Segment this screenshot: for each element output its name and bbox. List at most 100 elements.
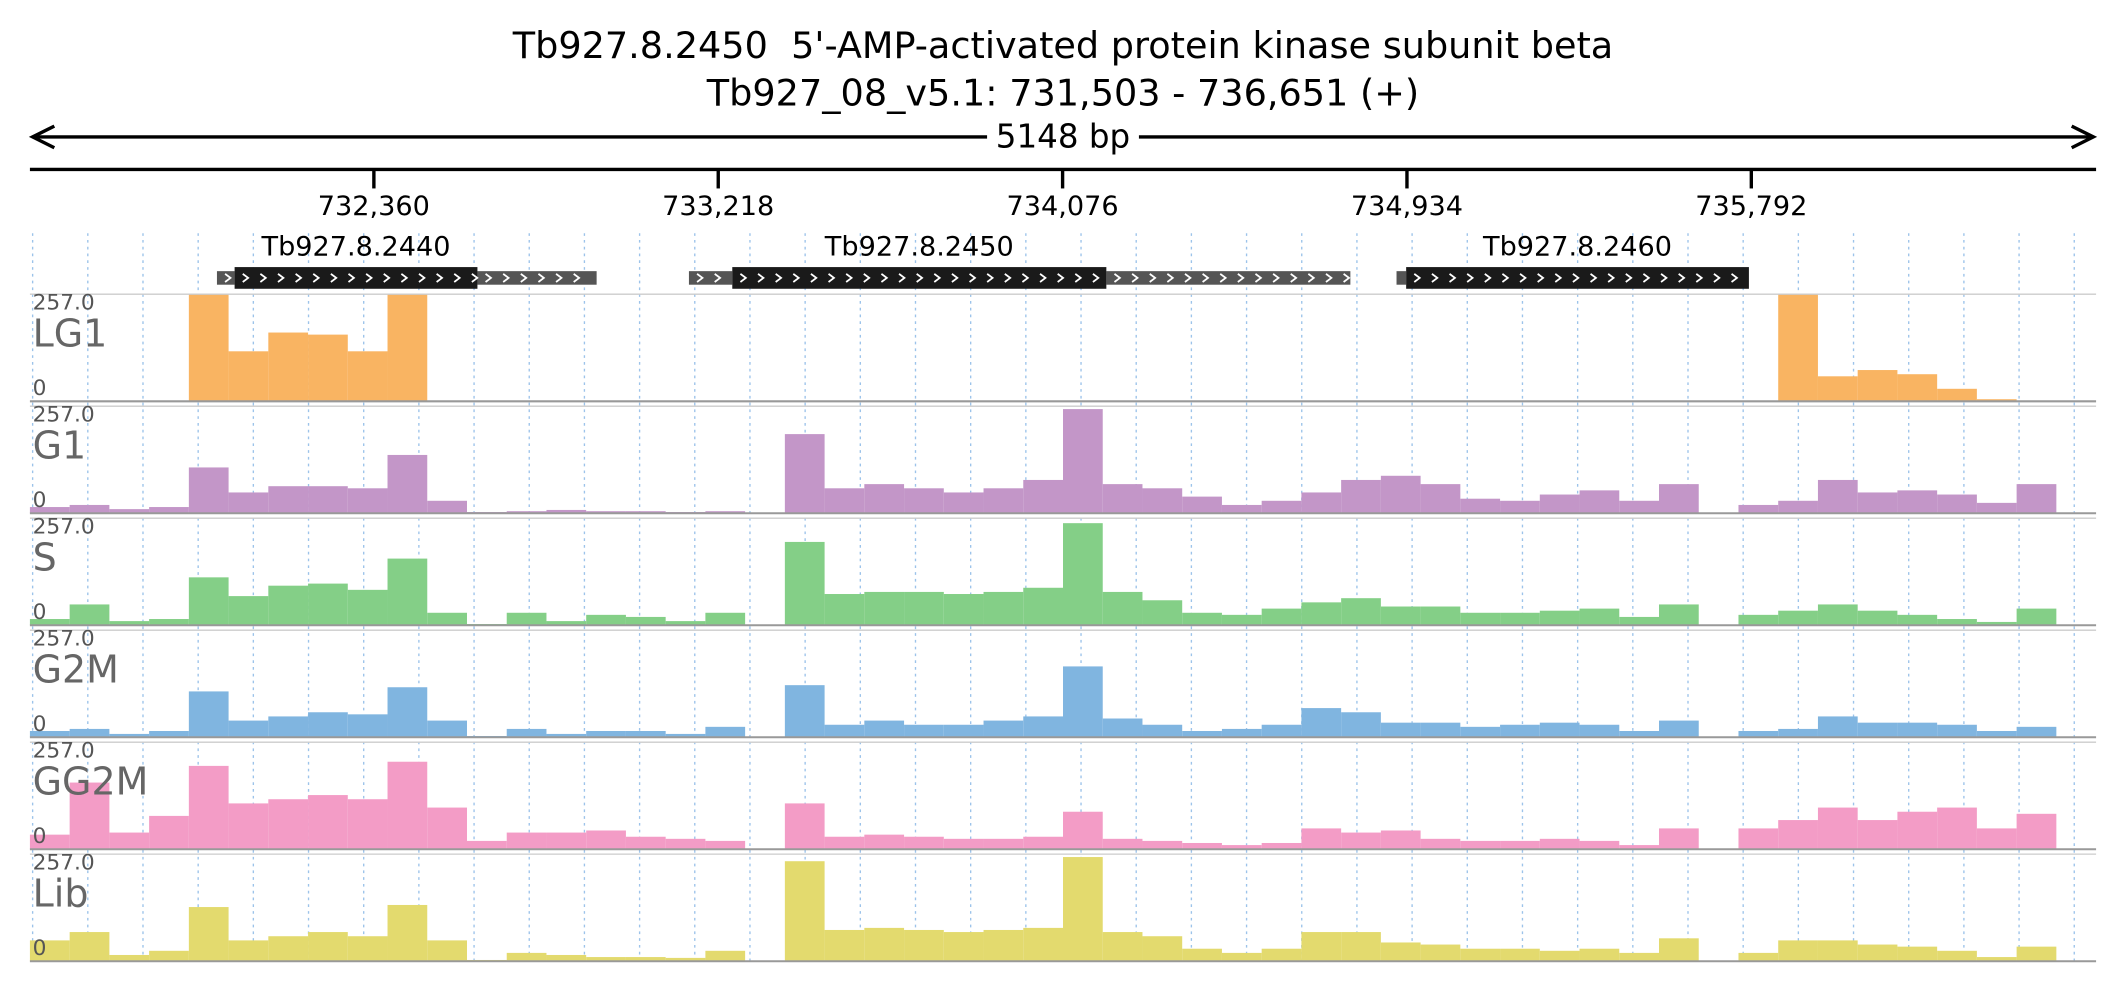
chevron	[714, 273, 722, 283]
coverage-bar	[1023, 927, 1063, 962]
coverage-bar	[546, 733, 587, 738]
coverage-bar	[546, 832, 587, 850]
chevron	[1272, 273, 1280, 283]
coverage-bar	[1619, 845, 1660, 850]
coverage-bar	[1063, 666, 1103, 738]
coverage-bar	[705, 726, 746, 738]
coverage-bar	[228, 492, 269, 514]
coverage-bar	[1380, 475, 1421, 514]
coverage-bar	[1659, 720, 1699, 738]
coverage-track: 257.0 0 G2M	[29, 627, 2097, 739]
coverage-bar	[1301, 828, 1342, 850]
coverage-bar	[387, 294, 428, 402]
coverage-bar	[1857, 820, 1898, 850]
track-name: G2M	[33, 648, 119, 692]
coverage-bar	[1659, 938, 1699, 962]
coverage-bar	[943, 932, 984, 962]
coverage-bar	[188, 765, 229, 850]
chevron	[1695, 273, 1704, 283]
coverage-bar	[109, 832, 150, 850]
coverage-bar	[1539, 950, 1580, 962]
coverage-bar	[1420, 944, 1461, 962]
coverage-bar	[1380, 722, 1421, 738]
coverage-bar	[864, 927, 905, 962]
coverage-bar	[268, 936, 309, 962]
chevron	[916, 273, 924, 283]
coverage-bar	[1897, 490, 1938, 514]
coverage-bar	[1778, 500, 1818, 514]
coverage-bar	[1778, 728, 1818, 738]
coverage-bar	[1897, 722, 1938, 738]
chevron	[1449, 273, 1457, 283]
coverage-bar	[149, 815, 189, 850]
coverage-bar	[149, 950, 189, 962]
coverage-bar	[625, 511, 666, 514]
coverage-bar	[1221, 728, 1262, 738]
coverage-bar	[2016, 608, 2057, 626]
chevron	[383, 273, 391, 283]
coverage-bar	[1778, 940, 1818, 962]
coverage-bar	[427, 720, 467, 738]
coverage-bar	[109, 621, 150, 626]
chevron	[573, 273, 581, 283]
coverage-bar	[904, 724, 944, 738]
coverage-bar	[546, 621, 587, 626]
coverage-bar	[188, 907, 229, 962]
coverage-bar	[387, 687, 428, 738]
coverage-bar	[347, 936, 388, 962]
chevron	[1202, 273, 1210, 283]
coverage-bar	[427, 807, 467, 850]
coverage-bar	[1539, 838, 1580, 850]
subtitle: Tb927_08_v5.1: 731,503 - 736,651 (+)	[706, 71, 1419, 114]
coverage-bar	[1937, 950, 1977, 962]
chevron	[696, 273, 704, 283]
coverage-bar	[347, 589, 388, 626]
track-max-label: 257.0	[33, 851, 95, 876]
chevron	[845, 273, 854, 283]
utr	[216, 271, 235, 285]
chevron	[436, 273, 444, 283]
coverage-bar	[1460, 948, 1501, 962]
chevron	[295, 273, 303, 283]
coverage-bar	[2016, 726, 2057, 738]
coverage-bar	[904, 488, 944, 514]
coverage-bar	[1579, 490, 1620, 514]
coverage-track: 257.0 0 GG2M	[29, 739, 2097, 851]
coverage-bar	[943, 838, 984, 850]
coverage-bar	[1619, 500, 1660, 514]
coverage-bar	[188, 691, 229, 738]
chevron	[792, 273, 801, 283]
coverage-bar	[983, 591, 1024, 626]
coverage-bar	[1301, 932, 1342, 962]
coverage-bar	[1738, 504, 1779, 514]
coverage-bar	[983, 720, 1024, 738]
coverage-bar	[665, 733, 706, 738]
coverage-bar	[308, 486, 348, 514]
chevron	[1343, 273, 1351, 283]
coverage-bar	[1102, 591, 1143, 626]
coverage-bar	[1937, 724, 1977, 738]
coverage-bar	[665, 838, 706, 850]
coverage-bar	[1937, 807, 1977, 850]
coverage-bar	[1063, 857, 1103, 962]
coverage-bar	[665, 621, 706, 626]
coverage-bar	[387, 904, 428, 962]
coverage-bar	[427, 940, 467, 962]
coverage-bar	[387, 761, 428, 850]
chevron	[1519, 273, 1527, 283]
chevron	[365, 273, 374, 283]
x-tick-label: 734,076	[1007, 191, 1119, 222]
coverage-bar	[586, 830, 626, 850]
track-min-label: 0	[33, 712, 47, 737]
coverage-bar	[943, 492, 984, 514]
coverage-bar	[1420, 722, 1461, 738]
coverage-bar	[824, 488, 865, 514]
coverage-bar	[109, 733, 150, 738]
chevron	[1184, 273, 1192, 283]
chevron	[259, 273, 268, 283]
track-name: LG1	[33, 312, 108, 356]
coverage-bar	[1102, 484, 1143, 514]
coverage-bar	[824, 594, 865, 626]
coverage-bar	[387, 558, 428, 626]
coverage-bar	[1221, 504, 1262, 514]
